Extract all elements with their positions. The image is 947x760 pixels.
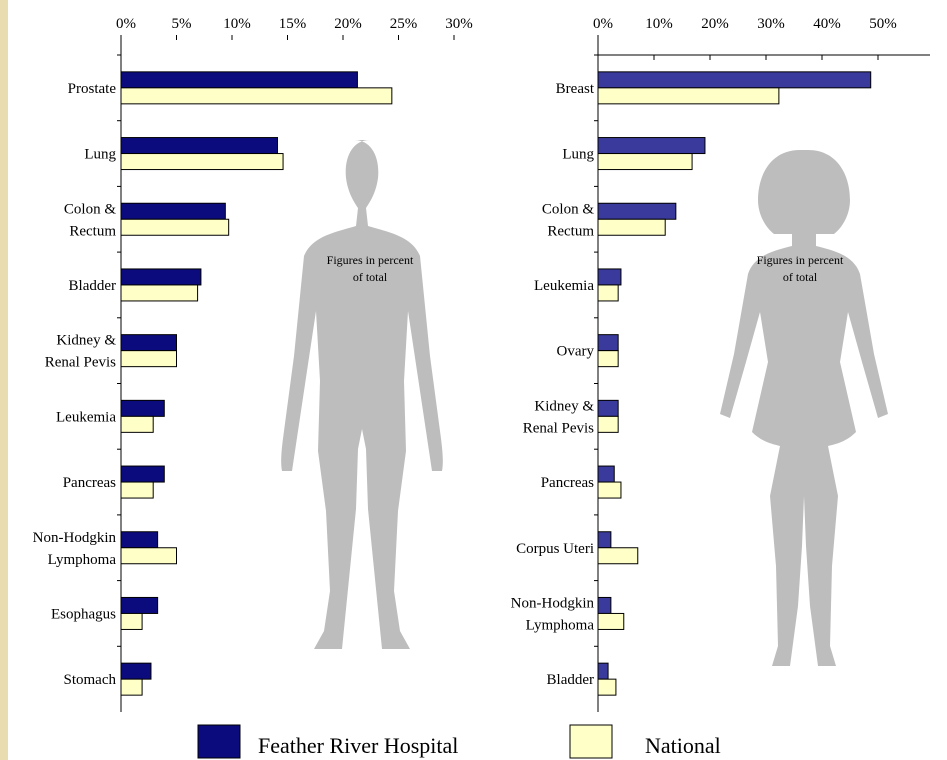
annotation: Figures in percent xyxy=(327,253,414,267)
annotation: of total xyxy=(783,270,818,284)
x-tick-label: 20% xyxy=(701,16,729,32)
bar xyxy=(598,269,621,285)
x-tick-label: 30% xyxy=(757,16,785,32)
bar xyxy=(598,203,676,219)
x-tick-label: 0% xyxy=(116,16,136,32)
bar xyxy=(598,416,618,432)
bar xyxy=(598,466,614,482)
side-strip xyxy=(0,0,8,760)
legend-label: National xyxy=(645,733,721,758)
category-label: Lung xyxy=(84,147,116,163)
bar xyxy=(121,351,177,367)
x-tick-label: 15% xyxy=(279,16,307,32)
x-tick-label: 5% xyxy=(172,16,192,32)
category-label: Leukemia xyxy=(534,278,594,294)
bar xyxy=(121,203,225,219)
category-label: Corpus Uteri xyxy=(516,541,594,557)
bar xyxy=(598,351,618,367)
bar xyxy=(121,532,158,548)
annotation: Figures in percent xyxy=(757,253,844,267)
x-tick-label: 25% xyxy=(390,16,418,32)
category-label: Pancreas xyxy=(63,475,116,491)
category-label: Leukemia xyxy=(56,409,116,425)
bar xyxy=(598,335,618,351)
bar xyxy=(121,269,201,285)
category-label: Stomach xyxy=(64,672,117,688)
bar xyxy=(121,613,142,629)
bar xyxy=(121,88,392,104)
bar xyxy=(598,400,618,416)
legend-swatch xyxy=(198,725,240,758)
bar xyxy=(121,400,164,416)
bar xyxy=(598,597,611,613)
male-silhouette xyxy=(281,140,443,649)
bar xyxy=(121,679,142,695)
category-label: Breast xyxy=(556,81,595,97)
bar xyxy=(598,663,608,679)
category-label: Kidney &Renal Pevis xyxy=(523,398,595,436)
bar xyxy=(598,88,779,104)
x-tick-label: 10% xyxy=(645,16,673,32)
bar xyxy=(121,482,153,498)
category-label: Esophagus xyxy=(51,606,116,622)
category-label: Pancreas xyxy=(541,475,594,491)
bar xyxy=(598,219,665,235)
bar xyxy=(598,154,692,170)
page: 0% 5% 10% 15% 20% 25% 30% Prostate Lung Colon &Re… xyxy=(0,0,947,760)
bar xyxy=(598,72,871,88)
category-label: Kidney &Renal Pevis xyxy=(45,333,117,371)
bar xyxy=(121,285,198,301)
category-label: Bladder xyxy=(69,278,116,294)
x-tick-label: 20% xyxy=(334,16,362,32)
x-tick-label: 0% xyxy=(593,16,613,32)
bar xyxy=(598,285,618,301)
bar xyxy=(598,679,616,695)
bar xyxy=(598,532,611,548)
category-label: Bladder xyxy=(547,672,594,688)
bar xyxy=(121,335,177,351)
bar xyxy=(598,548,638,564)
category-label: Colon &Rectum xyxy=(64,201,116,239)
category-label: Colon &Rectum xyxy=(542,201,594,239)
bar xyxy=(121,72,357,88)
x-tick-label: 30% xyxy=(445,16,473,32)
bar xyxy=(121,548,177,564)
female-silhouette xyxy=(720,150,888,666)
bar xyxy=(598,613,624,629)
legend-swatch xyxy=(570,725,612,758)
legend-label: Feather River Hospital xyxy=(258,733,458,758)
category-label: Prostate xyxy=(68,81,117,97)
bar xyxy=(121,663,151,679)
bar xyxy=(121,416,153,432)
annotation: of total xyxy=(353,270,388,284)
bar xyxy=(121,154,283,170)
x-tick-label: 10% xyxy=(223,16,251,32)
x-tick-label: 40% xyxy=(813,16,841,32)
bar xyxy=(121,219,229,235)
category-label: Lung xyxy=(562,147,594,163)
bar xyxy=(121,138,278,154)
x-tick-label: 50% xyxy=(869,16,897,32)
bar xyxy=(598,482,621,498)
category-label: Ovary xyxy=(557,344,595,360)
bar xyxy=(121,597,158,613)
bar xyxy=(598,138,705,154)
bar xyxy=(121,466,164,482)
